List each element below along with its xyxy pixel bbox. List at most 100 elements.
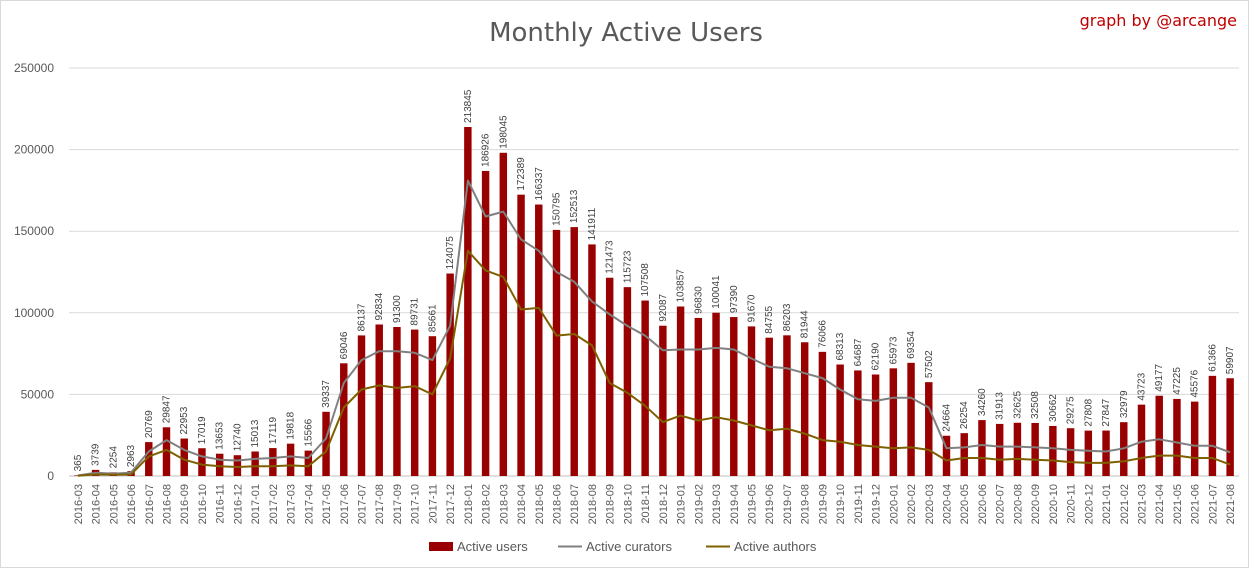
x-tick-label: 2018-08 bbox=[587, 484, 599, 524]
bar bbox=[800, 342, 809, 476]
x-tick-label: 2016-04 bbox=[91, 484, 103, 524]
bar bbox=[854, 370, 862, 476]
x-tick-label: 2016-11 bbox=[215, 484, 227, 524]
legend-label: Active authors bbox=[734, 539, 817, 554]
y-tick-label: 250000 bbox=[14, 61, 54, 75]
data-label: 107508 bbox=[640, 263, 651, 297]
data-label: 2963 bbox=[126, 444, 137, 467]
data-label: 32979 bbox=[1119, 390, 1130, 418]
x-tick-label: 2016-03 bbox=[73, 484, 85, 524]
x-tick-label: 2019-11 bbox=[853, 484, 865, 524]
data-label: 30662 bbox=[1048, 394, 1059, 422]
data-label: 13653 bbox=[215, 421, 226, 449]
x-tick-label: 2021-03 bbox=[1137, 484, 1149, 524]
data-label: 97390 bbox=[729, 285, 740, 313]
data-label: 24664 bbox=[942, 404, 953, 432]
x-tick-label: 2021-07 bbox=[1207, 484, 1219, 524]
bar bbox=[286, 443, 295, 476]
bar bbox=[428, 336, 437, 476]
data-label: 84755 bbox=[764, 305, 775, 333]
x-tick-label: 2018-02 bbox=[481, 484, 493, 524]
x-tick-label: 2017-09 bbox=[392, 484, 404, 524]
data-label: 166337 bbox=[534, 167, 545, 201]
bar bbox=[1137, 404, 1146, 476]
x-tick-label: 2017-05 bbox=[321, 484, 333, 524]
bar bbox=[1013, 422, 1022, 476]
bar bbox=[1155, 395, 1163, 476]
x-tick-label: 2021-05 bbox=[1172, 484, 1184, 524]
data-label: 81944 bbox=[800, 310, 811, 338]
x-tick-label: 2017-12 bbox=[445, 484, 457, 524]
bar bbox=[304, 450, 313, 476]
bar bbox=[641, 300, 649, 476]
x-tick-label: 2020-02 bbox=[906, 484, 918, 524]
x-tick-label: 2019-05 bbox=[747, 484, 759, 524]
data-label: 31913 bbox=[995, 392, 1006, 420]
y-tick-label: 200000 bbox=[14, 143, 54, 157]
bar bbox=[765, 337, 773, 476]
x-tick-label: 2016-10 bbox=[197, 484, 209, 524]
data-label: 121473 bbox=[605, 240, 616, 274]
x-tick-label: 2018-01 bbox=[463, 484, 475, 524]
data-label: 45576 bbox=[1190, 369, 1201, 397]
bar bbox=[623, 287, 632, 476]
x-tick-label: 2020-08 bbox=[1012, 484, 1024, 524]
x-tick-label: 2019-10 bbox=[835, 484, 847, 524]
data-label: 17019 bbox=[197, 416, 208, 444]
bar bbox=[233, 455, 242, 476]
x-tick-label: 2018-07 bbox=[569, 484, 581, 524]
x-tick-label: 2020-03 bbox=[924, 484, 936, 524]
x-tick-label: 2018-12 bbox=[658, 484, 670, 524]
x-tick-label: 2021-02 bbox=[1119, 484, 1131, 524]
data-label: 57502 bbox=[924, 350, 935, 378]
y-tick-label: 0 bbox=[47, 469, 54, 483]
x-tick-label: 2018-10 bbox=[622, 484, 634, 524]
bar bbox=[74, 475, 82, 476]
x-tick-label: 2016-05 bbox=[108, 484, 120, 524]
bar bbox=[605, 277, 614, 476]
bar bbox=[375, 324, 383, 476]
data-label: 100041 bbox=[711, 275, 722, 309]
bar bbox=[552, 229, 561, 476]
gridlines bbox=[69, 67, 1239, 477]
data-label: 29275 bbox=[1066, 396, 1077, 424]
bar bbox=[1102, 430, 1110, 476]
bar bbox=[871, 374, 880, 476]
credit-label: graph by @arcange bbox=[1080, 11, 1237, 30]
x-tick-label: 2016-07 bbox=[144, 484, 156, 524]
x-tick-label: 2020-06 bbox=[977, 484, 989, 524]
x-tick-label: 2020-09 bbox=[1030, 484, 1042, 524]
data-label: 34260 bbox=[977, 388, 988, 416]
x-tick-label: 2017-10 bbox=[410, 484, 422, 524]
x-tick-label: 2019-04 bbox=[729, 484, 741, 524]
data-label: 68313 bbox=[835, 332, 846, 360]
x-tick-label: 2018-05 bbox=[534, 484, 546, 524]
data-label: 2254 bbox=[108, 446, 119, 469]
bar bbox=[162, 427, 171, 476]
x-tick-label: 2018-09 bbox=[605, 484, 617, 524]
x-tick-label: 2016-06 bbox=[126, 484, 138, 524]
bar bbox=[818, 351, 827, 476]
bar bbox=[1031, 422, 1039, 476]
y-tick-label: 150000 bbox=[14, 224, 54, 238]
bar bbox=[659, 325, 667, 476]
data-label: 91300 bbox=[392, 295, 403, 323]
x-tick-label: 2019-06 bbox=[764, 484, 776, 524]
x-tick-label: 2019-08 bbox=[800, 484, 812, 524]
data-label: 141911 bbox=[587, 207, 598, 240]
x-tick-label: 2019-12 bbox=[871, 484, 883, 524]
data-label: 172389 bbox=[516, 157, 527, 191]
bar bbox=[464, 127, 472, 477]
bar bbox=[1173, 398, 1181, 476]
legend: Active users Active curators Active author… bbox=[429, 539, 817, 554]
data-label: 20769 bbox=[144, 410, 155, 438]
chart-title: Monthly Active Users bbox=[489, 18, 763, 48]
data-label: 19818 bbox=[286, 411, 297, 439]
data-label: 62190 bbox=[871, 342, 882, 370]
data-label: 39337 bbox=[321, 380, 332, 408]
data-label: 89731 bbox=[410, 297, 421, 325]
bar bbox=[269, 448, 277, 476]
x-tick-label: 2017-03 bbox=[286, 484, 298, 524]
data-label: 64687 bbox=[853, 338, 864, 366]
